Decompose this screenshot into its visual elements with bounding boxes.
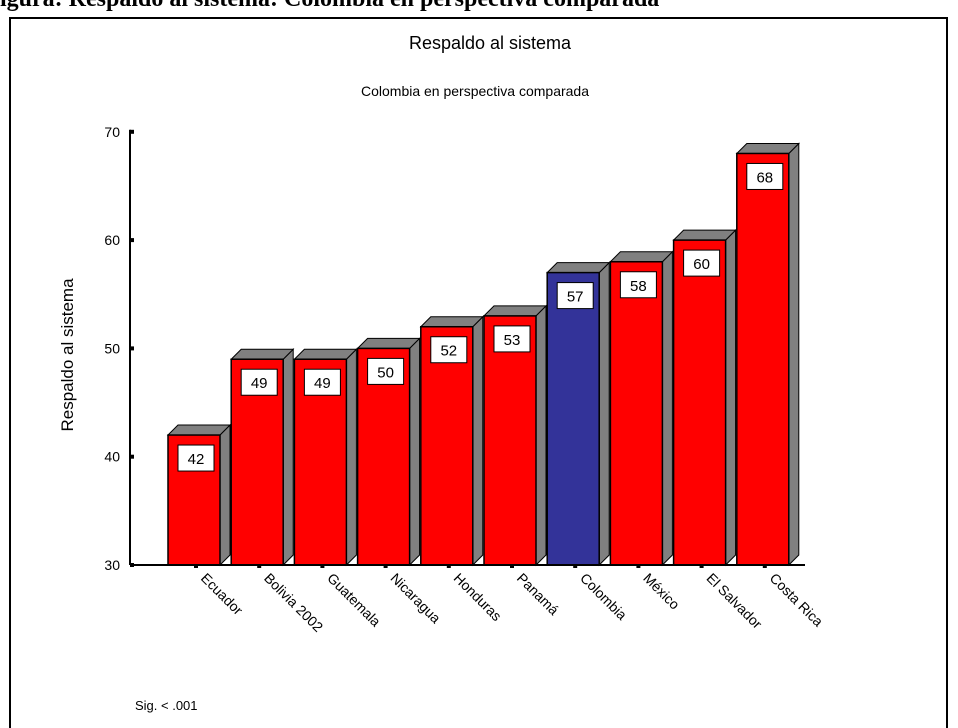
bar: 68 bbox=[735, 142, 801, 567]
y-tick-mark bbox=[130, 129, 134, 134]
bar-front-face bbox=[420, 325, 474, 566]
bar-side-face bbox=[472, 315, 484, 567]
data-label: 50 bbox=[377, 364, 394, 381]
x-tick-mark bbox=[573, 564, 578, 568]
bar-top-face bbox=[293, 348, 358, 360]
x-tick-label: El Salvador bbox=[703, 570, 765, 632]
data-label-box bbox=[556, 282, 594, 310]
bar: 60 bbox=[672, 228, 737, 567]
bar-side-face bbox=[725, 228, 737, 567]
bar-side-face bbox=[345, 348, 357, 567]
x-tick-mark bbox=[762, 564, 767, 568]
bar: 49 bbox=[229, 348, 295, 567]
y-tick-label: 30 bbox=[104, 557, 120, 573]
chart-frame bbox=[9, 17, 948, 728]
y-tick-label: 70 bbox=[104, 124, 120, 140]
significance-note: Sig. < .001 bbox=[135, 698, 198, 713]
bar-front-face bbox=[609, 261, 664, 566]
y-tick-mark bbox=[130, 454, 134, 459]
bar-top-face bbox=[419, 316, 485, 328]
bar: 52 bbox=[419, 315, 485, 567]
data-label-box bbox=[683, 249, 721, 277]
x-tick-label: Ecuador bbox=[198, 570, 246, 618]
data-label: 60 bbox=[693, 256, 710, 273]
x-tick-label: Nicaragua bbox=[387, 570, 444, 627]
bar-top-face bbox=[482, 305, 548, 317]
bar-top-face bbox=[356, 337, 421, 349]
data-label-box bbox=[493, 325, 531, 353]
x-tick-mark bbox=[383, 564, 388, 568]
x-tick-label: Panamá bbox=[514, 570, 562, 618]
y-axis-title: Respaldo al sistema bbox=[58, 278, 77, 432]
bar-front-face bbox=[546, 271, 600, 566]
data-label-box bbox=[303, 368, 341, 396]
y-axis: 30 40 50 60 70 bbox=[104, 124, 134, 573]
bar-top-face bbox=[609, 251, 674, 263]
bar-side-face bbox=[219, 423, 231, 567]
y-tick-label: 40 bbox=[104, 449, 120, 465]
bar: 58 bbox=[609, 250, 674, 567]
data-label-box bbox=[240, 368, 278, 396]
bar-top-face bbox=[545, 262, 611, 274]
data-label-box bbox=[177, 444, 215, 472]
x-tick-mark bbox=[446, 564, 451, 568]
x-tick-mark bbox=[510, 564, 514, 568]
bar-side-face bbox=[535, 304, 547, 567]
x-tick-label: Bolivia 2002 bbox=[261, 570, 326, 635]
figure-heading: igura: Respaldo al sistema: Colombia en … bbox=[0, 0, 958, 16]
bar: 50 bbox=[356, 337, 421, 567]
x-tick-label: Costa Rica bbox=[767, 570, 827, 630]
bar-side-face bbox=[282, 348, 294, 567]
data-label: 58 bbox=[630, 278, 647, 295]
chart-subtitle: Colombia en perspectiva comparada bbox=[361, 83, 589, 99]
bar: 42 bbox=[166, 423, 232, 567]
bar-top-face bbox=[166, 424, 232, 436]
x-tick-mark bbox=[699, 564, 704, 568]
bar: 57 bbox=[545, 261, 611, 567]
data-label: 49 bbox=[251, 375, 268, 392]
y-tick-label: 50 bbox=[104, 340, 120, 356]
x-tick-label: Colombia bbox=[577, 570, 630, 623]
data-label: 49 bbox=[314, 375, 331, 392]
bar-top-face bbox=[672, 229, 737, 241]
bar-side-face bbox=[598, 261, 610, 567]
bars-group: 42 49 49 50 52 53 57 58 60 68 bbox=[166, 142, 801, 567]
x-tick-mark bbox=[636, 564, 641, 568]
data-label: 42 bbox=[188, 451, 205, 468]
chart-title: Respaldo al sistema bbox=[409, 33, 572, 53]
bar-front-face bbox=[672, 239, 727, 566]
data-label: 53 bbox=[504, 332, 521, 349]
bar-side-face bbox=[788, 142, 800, 567]
y-tick-mark bbox=[130, 346, 134, 351]
figure-heading-text: igura: Respaldo al sistema: Colombia en … bbox=[0, 0, 659, 13]
bar: 53 bbox=[482, 304, 548, 567]
data-label-box bbox=[746, 162, 784, 190]
y-tick-mark bbox=[130, 238, 134, 243]
x-tick-mark bbox=[320, 564, 325, 568]
y-tick-label: 60 bbox=[104, 232, 120, 248]
bar-top-face bbox=[735, 142, 801, 154]
data-label-box bbox=[619, 271, 657, 299]
bar-side-face bbox=[409, 337, 421, 567]
x-tick-mark bbox=[194, 564, 198, 568]
bar-front-face bbox=[736, 152, 790, 566]
bar-side-face bbox=[661, 250, 673, 567]
x-tick-label: Honduras bbox=[451, 570, 505, 624]
bar: 49 bbox=[293, 348, 358, 567]
data-label-box bbox=[367, 357, 405, 385]
data-label-box bbox=[430, 336, 468, 364]
bar-front-face bbox=[483, 315, 537, 566]
x-tick-label: Guatemala bbox=[324, 570, 384, 630]
x-tick-mark bbox=[257, 564, 262, 568]
data-label: 68 bbox=[756, 169, 773, 186]
bar-top-face bbox=[229, 348, 295, 360]
x-tick-label: México bbox=[640, 570, 683, 613]
data-label: 52 bbox=[440, 343, 457, 360]
data-label: 57 bbox=[567, 289, 584, 306]
